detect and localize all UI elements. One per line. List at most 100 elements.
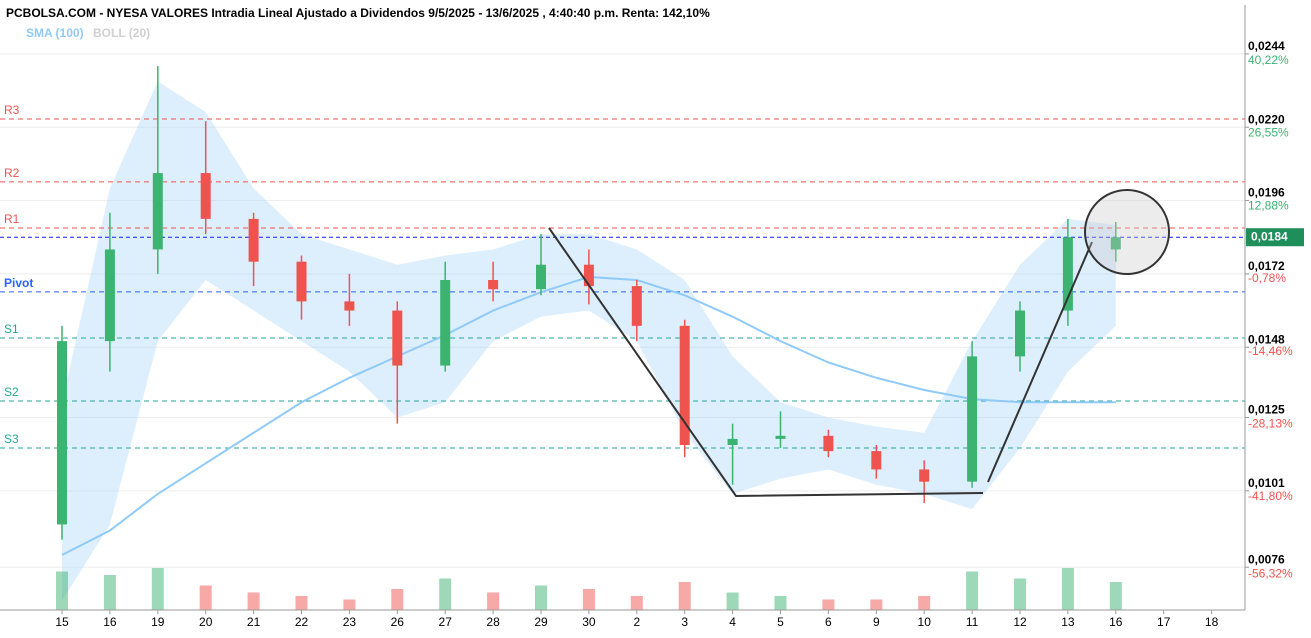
volume-bar bbox=[487, 592, 500, 610]
volume-bar bbox=[966, 571, 979, 610]
level-label: S3 bbox=[4, 432, 19, 446]
volume-bar bbox=[822, 599, 835, 610]
x-tick-label: 20 bbox=[199, 615, 213, 629]
x-tick-label: 23 bbox=[343, 615, 357, 629]
y-tick-label: 0,0196 bbox=[1248, 186, 1285, 200]
y2-tick-label: 26,55% bbox=[1248, 126, 1289, 140]
x-tick-label: 19 bbox=[151, 615, 165, 629]
level-label: S2 bbox=[4, 385, 19, 399]
volume-bar bbox=[199, 585, 212, 610]
y2-tick-label: 12,88% bbox=[1248, 198, 1289, 212]
volume-bar bbox=[870, 599, 883, 610]
level-label: R2 bbox=[4, 166, 20, 180]
candle-body bbox=[152, 173, 163, 250]
candle-body bbox=[775, 435, 786, 439]
candle-body bbox=[344, 301, 355, 311]
x-tick-label: 16 bbox=[103, 615, 117, 629]
volume-bar bbox=[151, 568, 164, 610]
x-tick-label: 21 bbox=[247, 615, 261, 629]
y-tick-label: 0,0244 bbox=[1248, 39, 1285, 53]
y-tick-label: 0,0220 bbox=[1248, 112, 1285, 126]
current-box bbox=[1246, 228, 1304, 247]
highlight-circle bbox=[1084, 189, 1170, 275]
candle-body bbox=[727, 438, 738, 445]
x-tick-label: 11 bbox=[966, 615, 979, 629]
candle-body bbox=[919, 469, 930, 482]
volume-bar bbox=[56, 571, 68, 610]
volume-bar bbox=[1109, 582, 1122, 610]
plot: R3 R2 R1 Pivot S1 S2 S3 bbox=[0, 66, 1245, 610]
annotations bbox=[548, 189, 1170, 498]
volume-bar bbox=[630, 596, 643, 610]
level-label: S1 bbox=[4, 322, 19, 336]
candle-body bbox=[536, 264, 546, 290]
volume-bar bbox=[1061, 568, 1074, 610]
trend-line bbox=[548, 227, 984, 498]
x-tick-label: 18 bbox=[1205, 615, 1219, 629]
y2-tick-label: -41,80% bbox=[1248, 489, 1293, 503]
x-tick-label: 2 bbox=[633, 615, 640, 629]
current-label: 0,0184 bbox=[1251, 229, 1288, 243]
x-tick-label: 13 bbox=[1061, 615, 1075, 629]
candle-body bbox=[296, 261, 307, 302]
x-tick-label: 6 bbox=[825, 615, 832, 629]
candle-body bbox=[1062, 237, 1073, 311]
x-tick-label: 27 bbox=[439, 615, 453, 629]
x-tick-label: 15 bbox=[55, 615, 69, 629]
volume-bar bbox=[582, 589, 595, 610]
volume-bar bbox=[1014, 578, 1026, 610]
x-tick-label: 10 bbox=[918, 615, 932, 629]
volume-bar bbox=[918, 596, 931, 610]
x-tick-label: 3 bbox=[681, 615, 688, 629]
x-tick-label: 16 bbox=[1109, 615, 1123, 629]
y2-tick-label: -0,78% bbox=[1248, 271, 1286, 285]
volume-bar bbox=[295, 596, 308, 610]
x-tick-label: 29 bbox=[534, 615, 548, 629]
volume-bar bbox=[343, 599, 356, 610]
volume-bar bbox=[247, 592, 260, 610]
x-tick-label: 5 bbox=[777, 615, 784, 629]
volume-bar bbox=[535, 585, 547, 610]
candle-body bbox=[200, 173, 211, 219]
y2-tick-label: -14,46% bbox=[1248, 344, 1293, 358]
bollinger-band bbox=[62, 81, 1116, 601]
trend-line bbox=[987, 241, 1093, 483]
candle-body bbox=[631, 286, 642, 326]
legend-label: BOLL (20) bbox=[93, 26, 150, 40]
volume-bar bbox=[103, 575, 116, 610]
candle-body bbox=[440, 280, 451, 366]
x-tick-label: 9 bbox=[873, 615, 880, 629]
candle-body bbox=[104, 249, 115, 342]
volume-bar bbox=[391, 589, 404, 610]
volume-bar bbox=[726, 592, 739, 610]
legend-label: SMA (100) bbox=[26, 26, 84, 40]
x-tick-label: 12 bbox=[1013, 615, 1027, 629]
candle-body bbox=[57, 341, 67, 525]
x-tick-label: 30 bbox=[582, 615, 596, 629]
y2-tick-label: -56,32% bbox=[1248, 566, 1293, 580]
candle-body bbox=[679, 325, 690, 445]
candle-body bbox=[823, 435, 834, 452]
chart-title: PCBOLSA.COM - NYESA VALORES Intradia Lin… bbox=[6, 6, 710, 20]
volume-bar bbox=[774, 596, 787, 610]
candle-body bbox=[392, 310, 403, 366]
x-tick-label: 17 bbox=[1157, 615, 1171, 629]
y-tick-label: 0,0101 bbox=[1248, 476, 1285, 490]
y2-tick-label: 40,22% bbox=[1248, 53, 1289, 67]
candle-body bbox=[488, 280, 499, 290]
candle-body bbox=[871, 451, 882, 470]
level-label: R1 bbox=[4, 212, 20, 226]
x-tick-label: 4 bbox=[729, 615, 736, 629]
candle-body bbox=[967, 356, 978, 482]
y-tick-label: 0,0172 bbox=[1248, 259, 1285, 273]
y2-tick-label: -28,13% bbox=[1248, 416, 1293, 430]
y-tick-label: 0,0076 bbox=[1248, 552, 1285, 566]
y-tick-label: 0,0148 bbox=[1248, 332, 1285, 346]
x-tick-label: 28 bbox=[486, 615, 500, 629]
candle-body bbox=[583, 264, 594, 287]
level-label: Pivot bbox=[4, 276, 33, 290]
volume-bar bbox=[678, 582, 691, 610]
